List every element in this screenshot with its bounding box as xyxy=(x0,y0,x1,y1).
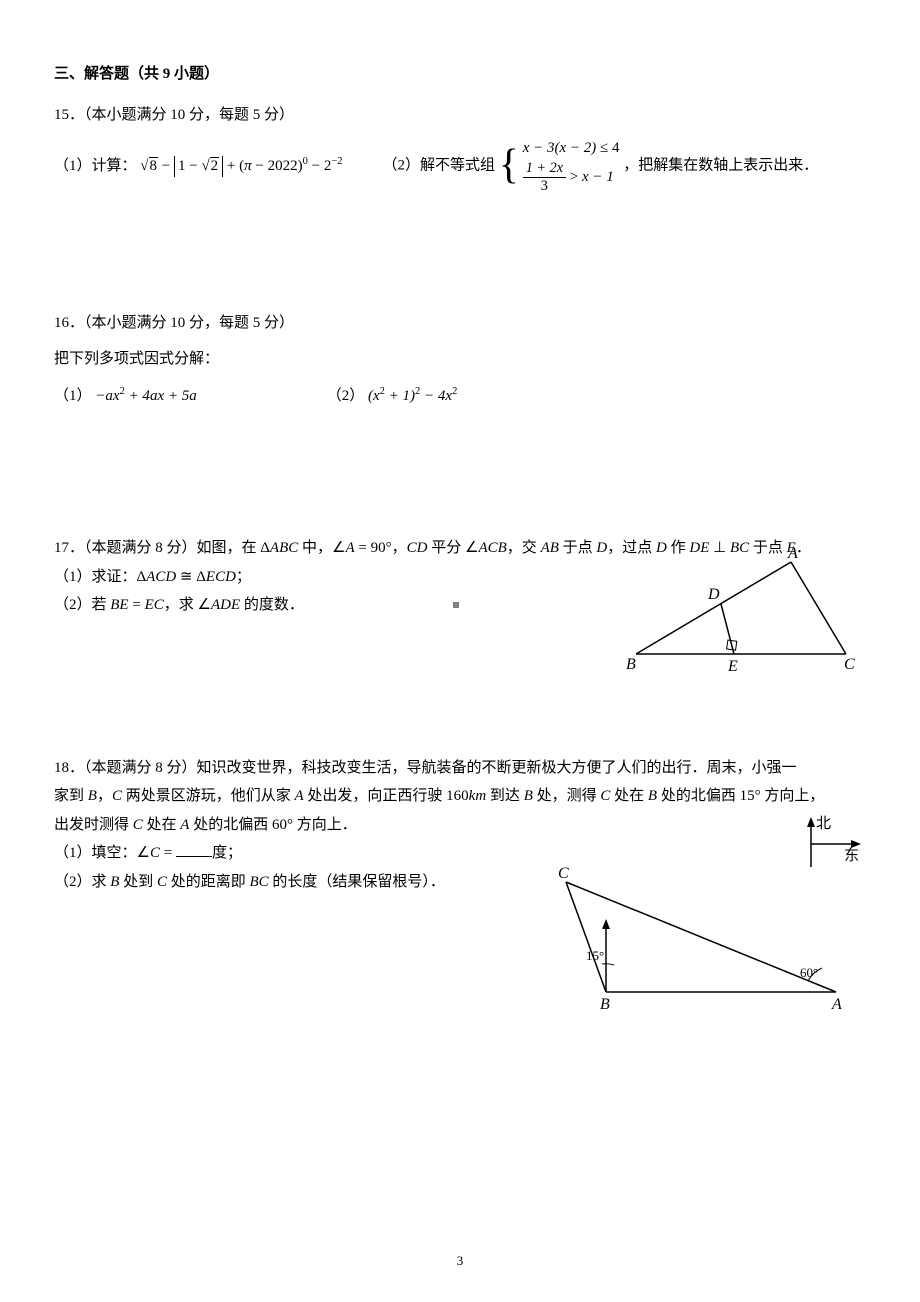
problem-16-sub2: （2） (x2 + 1)2 − 4x2 xyxy=(327,382,458,411)
problem-16-intro: 把下列多项式因式分解： xyxy=(54,345,866,374)
svg-text:15°: 15° xyxy=(586,948,604,963)
svg-text:A: A xyxy=(787,545,798,562)
problem-15-sub2: （2）解不等式组 { x − 3(x − 2) ≤ 4 1 + 2x3 > x … xyxy=(383,137,819,195)
sub1-expression: −ax2 + 4ax + 5a xyxy=(95,388,196,404)
workspace-gap xyxy=(54,424,866,534)
figure-compass: 北 东 C B A 15° 60° xyxy=(546,812,866,1023)
svg-text:A: A xyxy=(831,996,842,1012)
page-number: 3 xyxy=(0,1249,920,1274)
section-title: 三、解答题（共 9 小题） xyxy=(54,60,866,89)
svg-text:C: C xyxy=(558,865,569,882)
svg-text:D: D xyxy=(707,586,720,603)
problem-18: 18．（本题满分 8 分）知识改变世界，科技改变生活，导航装备的不断更新极大方便… xyxy=(54,754,866,897)
problem-17: 17．（本题满分 8 分）如图，在 ΔABC 中，∠A = 90°，CD 平分 … xyxy=(54,534,866,620)
problem-16-subproblems: （1） −ax2 + 4ax + 5a （2） (x2 + 1)2 − 4x2 xyxy=(54,382,866,411)
svg-text:B: B xyxy=(600,996,610,1012)
problem-15-sub1: （1）计算： 8 − 1 − 2 + (π − 2022)0 − 2−2 xyxy=(54,152,343,181)
problem-16-sub1: （1） −ax2 + 4ax + 5a xyxy=(54,382,197,411)
problem-18-line1: 18．（本题满分 8 分）知识改变世界，科技改变生活，导航装备的不断更新极大方便… xyxy=(54,754,866,783)
sub2-label: （2）解不等式组 xyxy=(383,157,496,173)
problem-16-header: 16．（本小题满分 10 分，每题 5 分） xyxy=(54,309,866,338)
workspace-gap xyxy=(54,209,866,309)
problem-16: 16．（本小题满分 10 分，每题 5 分） 把下列多项式因式分解： （1） −… xyxy=(54,309,866,411)
problem-18-line2: 家到 B，C 两处景区游玩，他们从家 A 处出发，向正西行驶 160km 到达 … xyxy=(54,782,866,811)
sub1-expression: 8 − 1 − 2 + (π − 2022)0 − 2−2 xyxy=(140,158,342,174)
svg-text:B: B xyxy=(626,656,636,673)
svg-text:东: 东 xyxy=(844,847,859,864)
figure-triangle: A B C D E xyxy=(616,544,866,685)
problem-15-subproblems: （1）计算： 8 − 1 − 2 + (π − 2022)0 − 2−2 （2）… xyxy=(54,137,866,195)
problem-15: 15．（本小题满分 10 分，每题 5 分） （1）计算： 8 − 1 − 2 … xyxy=(54,101,866,195)
inequality-system: { x − 3(x − 2) ≤ 4 1 + 2x3 > x − 1 xyxy=(499,137,620,195)
svg-text:C: C xyxy=(844,656,855,673)
problem-15-header: 15．（本小题满分 10 分，每题 5 分） xyxy=(54,101,866,130)
sub2-tail: ，把解集在数轴上表示出来． xyxy=(623,157,818,173)
fill-blank xyxy=(176,842,212,857)
sub2-expression: (x2 + 1)2 − 4x2 xyxy=(368,388,457,404)
marker-dot xyxy=(453,602,459,608)
sub1-label: （1）计算： xyxy=(54,158,137,174)
svg-text:北: 北 xyxy=(816,815,831,832)
svg-text:E: E xyxy=(727,658,738,674)
svg-text:60°: 60° xyxy=(800,965,818,980)
